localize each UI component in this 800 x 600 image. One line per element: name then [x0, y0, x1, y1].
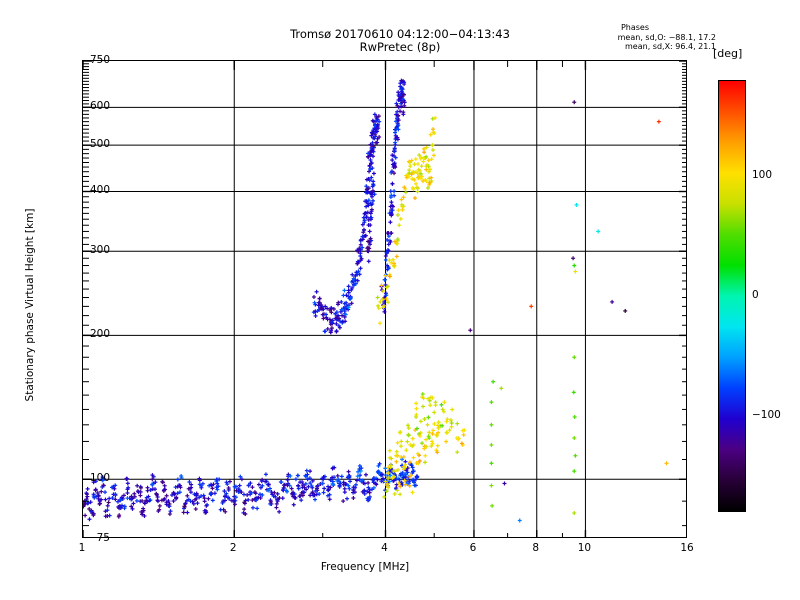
annotation-header: Phases: [620, 23, 650, 32]
colorbar-tick-label: 0: [752, 289, 759, 301]
annotation-o-mode: mean, sd,O: −88.1, 17.2: [617, 32, 716, 42]
y-tick-label: 400: [89, 184, 110, 197]
axis-ticks: [83, 61, 686, 537]
y-tick-label: 500: [89, 138, 110, 151]
grid-lines: [83, 61, 686, 537]
x-tick-label: 2: [229, 542, 237, 554]
y-tick-label: 300: [89, 244, 110, 257]
y-axis-title: Stationary phase Virtual Height [km]: [24, 208, 36, 402]
colorbar-unit-label: [deg]: [713, 47, 743, 60]
plot-title-line2: RwPretec (8p): [359, 40, 441, 54]
y-tick-label: 600: [89, 100, 110, 113]
x-tick-label: 4: [381, 542, 388, 554]
x-tick-label: 6: [469, 542, 477, 554]
colorbar-tick-label: 100: [752, 169, 773, 181]
x-tick-label: 10: [577, 542, 592, 554]
plot-area[interactable]: [82, 60, 687, 538]
y-tick-label: 100: [89, 472, 110, 485]
x-tick-label: 16: [680, 542, 694, 554]
colorbar-tick-label: −100: [752, 409, 781, 421]
x-axis-title: Frequency [MHz]: [320, 561, 410, 573]
annotation-x-mode: mean, sd,X: 96.4, 21.1: [625, 42, 716, 51]
x-tick-label: 8: [532, 542, 540, 554]
colorbar-gradient: [719, 81, 745, 511]
scatter-data: [83, 78, 669, 523]
phase-statistics-annotation: Phases mean, sd,O: −88.1, 17.2 mean, sd,…: [578, 23, 716, 52]
colorbar: [718, 80, 746, 512]
y-tick-label: 75: [96, 532, 110, 544]
x-tick-label: 1: [78, 542, 86, 554]
plot-title-line1: Tromsø 20170610 04:12:00−04:13:43: [290, 27, 510, 41]
y-tick-label: 200: [89, 328, 110, 341]
y-tick-label: 750: [89, 54, 110, 66]
